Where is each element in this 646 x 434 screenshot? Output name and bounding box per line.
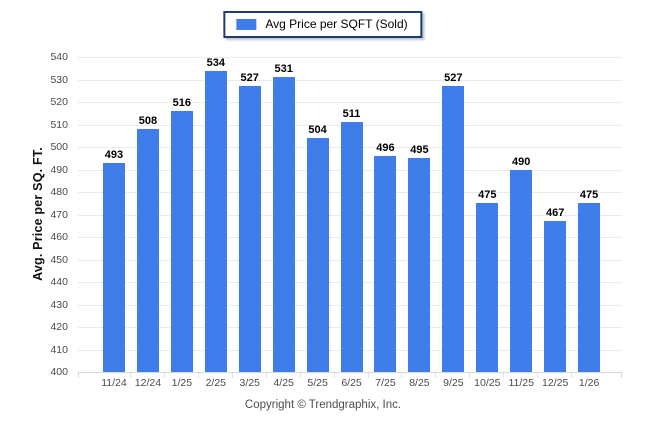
x-tick-label: 11/24 xyxy=(101,377,127,389)
x-tick-label: 10/25 xyxy=(474,377,501,389)
y-tick-label: 420 xyxy=(50,321,68,333)
x-tick-label: 12/24 xyxy=(134,377,162,389)
bar-value-label: 527 xyxy=(240,72,259,85)
y-tick-label: 540 xyxy=(50,51,68,63)
bar-slot: 495 xyxy=(402,57,437,378)
bar-slot: 504 xyxy=(301,57,335,378)
bar-slot: 496 xyxy=(369,57,403,378)
y-tick-label: 520 xyxy=(50,96,68,108)
bar xyxy=(578,203,601,372)
x-tick-label: 11/25 xyxy=(508,377,534,389)
x-tick-label: 3/25 xyxy=(239,377,260,389)
bar xyxy=(238,86,261,372)
bar-value-label: 504 xyxy=(308,124,327,136)
y-tick-label: 530 xyxy=(50,73,68,86)
y-tick-label: 410 xyxy=(50,343,68,356)
bar-value-label: 467 xyxy=(545,207,565,220)
x-tick-label: 1/26 xyxy=(578,377,600,389)
bar xyxy=(544,221,567,372)
bar xyxy=(136,129,159,372)
bar-slot: 467 xyxy=(538,57,573,378)
grid-line xyxy=(78,102,622,103)
y-tick-label: 510 xyxy=(50,118,68,131)
y-tick-label: 480 xyxy=(50,186,68,198)
y-tick-label: 450 xyxy=(50,253,68,266)
grid-line xyxy=(78,79,622,81)
bar-value-label: 495 xyxy=(410,144,429,157)
bar-slot: 534 xyxy=(199,57,233,378)
bar-slot: 475 xyxy=(470,57,505,378)
bar xyxy=(374,156,397,372)
x-tick-label: 9/25 xyxy=(443,377,464,389)
bar xyxy=(442,86,465,372)
y-tick-label: 440 xyxy=(50,276,68,288)
bar xyxy=(204,71,227,372)
bar-value-label: 475 xyxy=(478,189,497,202)
bar-slot: 527 xyxy=(436,57,471,378)
plot-area: 400 410 420 430 440 450 460 470 480 490 500 510 520 5… xyxy=(50,51,622,389)
bar xyxy=(476,203,499,372)
y-tick-label: 430 xyxy=(50,298,68,311)
legend-color-swatch xyxy=(236,18,257,30)
bar xyxy=(510,169,533,372)
bar-value-label: 516 xyxy=(172,97,192,109)
bar-value-label: 490 xyxy=(512,155,531,168)
bar-value-label: 511 xyxy=(342,108,361,121)
footer-copyright: Copyright © Trendgraphix, Inc. xyxy=(244,399,402,411)
x-tick-label: 7/25 xyxy=(375,377,396,389)
x-tick-label: 1/25 xyxy=(171,377,193,389)
bar-slot: 490 xyxy=(504,57,539,378)
x-tick-label: 6/25 xyxy=(341,377,362,389)
grid-line xyxy=(78,57,622,58)
bar xyxy=(272,77,295,372)
bars: 493 508 516 534 527 531 504 511 496 495 527 475 490 4… xyxy=(78,57,622,378)
bar xyxy=(170,111,193,372)
x-tick-label: 2/25 xyxy=(205,377,226,389)
bar-slot: 516 xyxy=(165,57,199,378)
bar-slot: 511 xyxy=(335,57,369,378)
x-axis-labels: 11/24 12/24 1/25 2/25 3/25 4/25 5/25 6/25 7/25 8/… xyxy=(78,372,622,389)
y-tick-label: 460 xyxy=(50,231,68,243)
y-axis-labels: 400 410 420 430 440 450 460 470 480 490 500 510 520 5… xyxy=(38,51,72,378)
x-tick-label: 8/25 xyxy=(409,377,430,389)
y-tick-label: 400 xyxy=(50,366,68,378)
x-tick-label: 5/25 xyxy=(307,377,328,389)
bar-slot: 508 xyxy=(131,57,165,378)
bar-slot: 475 xyxy=(572,57,606,372)
bar xyxy=(102,162,125,372)
x-tick-label: 12/25 xyxy=(542,377,569,389)
bar-value-label: 496 xyxy=(376,142,395,154)
bar-value-label: 508 xyxy=(138,115,158,127)
bar-slot: 493 xyxy=(97,57,131,378)
bar-value-label: 493 xyxy=(104,148,124,161)
bar-value-label: 534 xyxy=(206,57,225,69)
bar xyxy=(408,158,431,372)
bar-value-label: 531 xyxy=(274,63,293,76)
bar-value-label: 475 xyxy=(579,189,599,202)
x-tick-label: 4/25 xyxy=(273,377,294,389)
y-tick-label: 500 xyxy=(50,141,68,153)
y-tick-label: 470 xyxy=(50,208,68,221)
legend: Avg Price per SQFT (Sold) xyxy=(223,11,423,38)
bar xyxy=(306,138,329,372)
bar-slot: 527 xyxy=(233,57,267,378)
bar-slot: 531 xyxy=(267,57,301,378)
bar-value-label: 527 xyxy=(444,72,463,85)
legend-label: Avg Price per SQFT (Sold) xyxy=(265,17,408,31)
y-tick-label: 490 xyxy=(50,163,68,176)
bar xyxy=(340,122,363,372)
